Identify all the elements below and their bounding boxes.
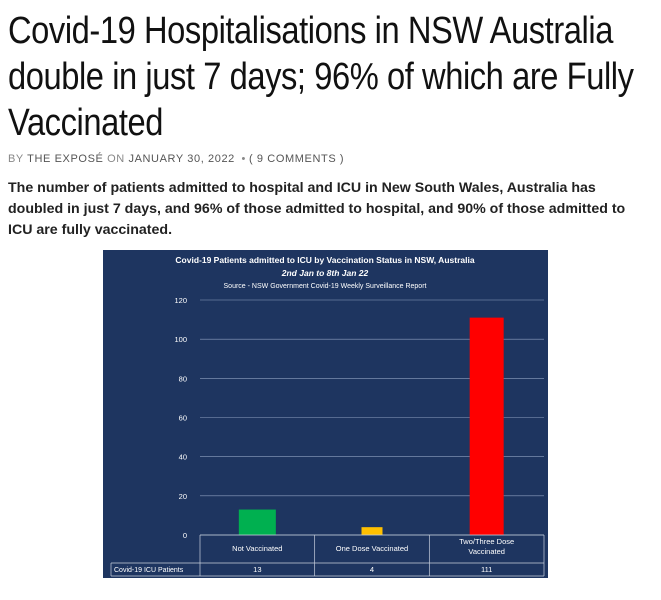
bar	[469, 317, 504, 535]
table-row-label: Covid-19 ICU Patients	[114, 567, 184, 574]
article: Covid-19 Hospitalisations in NSW Austral…	[8, 8, 653, 238]
icu-chart-image: Covid-19 Patients admitted to ICU by Vac…	[103, 250, 548, 578]
byline: BY THE EXPOSÉ ON JANUARY 30, 2022 •( 9 C…	[8, 153, 344, 165]
author-link[interactable]: THE EXPOSÉ	[27, 153, 104, 165]
byline-bullet: •	[241, 153, 246, 165]
chart-data-table: Covid-19 ICU Patients Not Vaccinated 13 One…	[110, 534, 545, 577]
article-headline[interactable]: Covid-19 Hospitalisations in NSW Austral…	[8, 10, 634, 144]
y-tick-label: 40	[179, 453, 187, 462]
chart-gridlines	[200, 299, 544, 536]
date-link[interactable]: JANUARY 30, 2022	[128, 153, 235, 165]
byline-on: ON	[107, 153, 125, 165]
chart-subtitle: 2nd Jan to 8th Jan 22	[281, 268, 369, 278]
bar-chart: Covid-19 Patients admitted to ICU by Vac…	[110, 255, 545, 577]
category-label: Two/Three Dose	[459, 537, 514, 546]
chart-bars	[238, 317, 504, 535]
table-value: 4	[370, 565, 374, 574]
bar	[238, 509, 276, 535]
y-tick-label: 20	[179, 492, 187, 501]
chart-title: Covid-19 Patients admitted to ICU by Vac…	[175, 255, 474, 265]
article-summary: The number of patients admitted to hospi…	[8, 180, 626, 238]
y-tick-label: 120	[174, 296, 187, 305]
table-value: 13	[253, 565, 261, 574]
chart-source: Source - NSW Government Covid-19 Weekly …	[224, 283, 427, 290]
table-value: 111	[481, 565, 492, 574]
comments-link[interactable]: ( 9 COMMENTS )	[249, 153, 345, 165]
y-axis-ticks: 0 20 40 60 80 100 120	[174, 296, 187, 540]
category-label: One Dose Vaccinated	[336, 544, 408, 553]
byline-by: BY	[8, 153, 24, 165]
y-tick-label: 80	[179, 374, 187, 383]
bar	[361, 527, 383, 535]
y-tick-label: 0	[183, 531, 187, 540]
y-tick-label: 60	[179, 414, 187, 423]
y-tick-label: 100	[174, 335, 187, 344]
category-label: Not Vaccinated	[232, 544, 282, 553]
category-label: Vaccinated	[468, 547, 505, 556]
